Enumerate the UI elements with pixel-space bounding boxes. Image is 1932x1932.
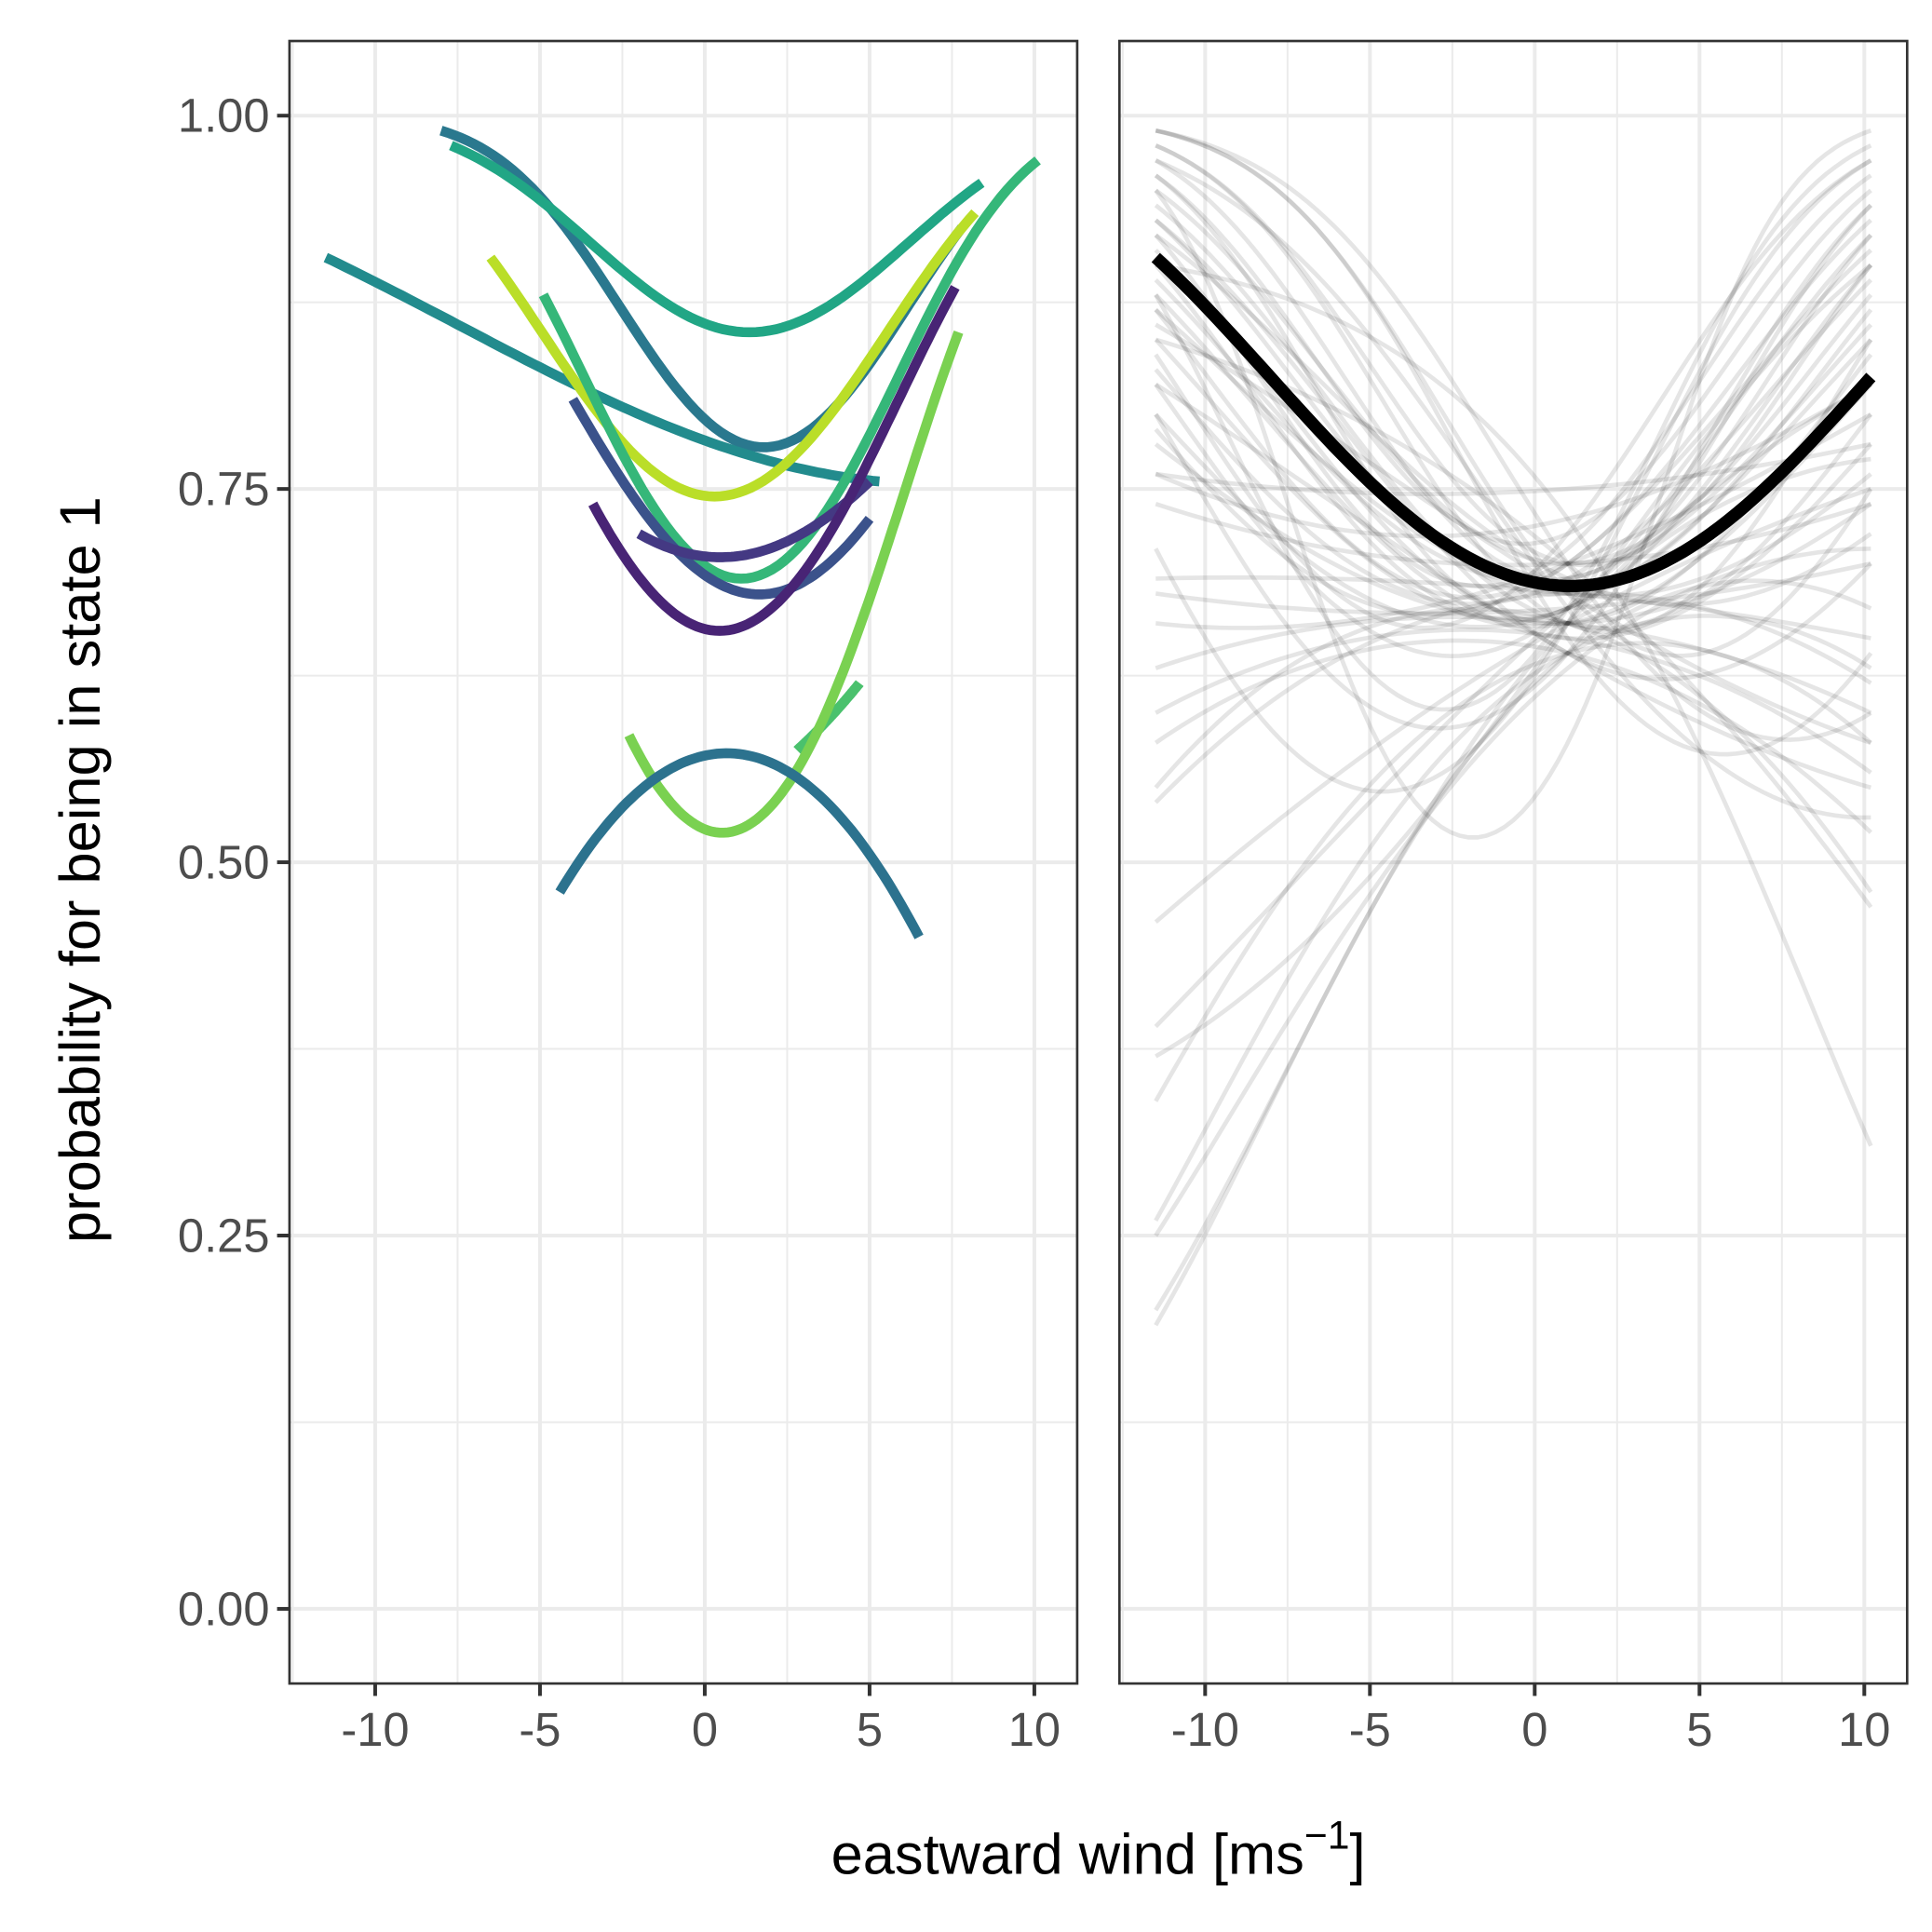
sample-line-0	[1155, 128, 1872, 742]
sample-line-41	[1155, 263, 1873, 1147]
sample-line-5	[1154, 188, 1873, 566]
sample-line-29	[1154, 638, 1872, 834]
sample-line-35	[1154, 641, 1872, 1102]
sample-line-13	[1155, 322, 1872, 746]
series-line-7	[588, 285, 960, 636]
panel-border	[288, 39, 1079, 1685]
sample-line-39	[1154, 578, 1872, 1327]
panel-border	[1117, 39, 1909, 1685]
plot-area	[323, 126, 1041, 939]
series-line-5	[568, 397, 874, 600]
sample-line-45	[1154, 233, 1872, 607]
sample-line-54	[1154, 233, 1873, 659]
sample-line-9	[1154, 263, 1873, 623]
series-line-4	[538, 156, 1041, 584]
panel-left: -10 -5 0 5 10 0.00 0.25 0.50 0.75 1.00	[178, 39, 1079, 1756]
x-tick-label: -10	[341, 1703, 409, 1756]
x-axis-title: eastward wind [ms−1]	[831, 1814, 1366, 1887]
sample-line-14	[1154, 338, 1873, 629]
sample-line-1	[1155, 128, 1873, 658]
y-tick-label: 0.00	[178, 1582, 270, 1635]
x-axis-title-close: ]	[1350, 1822, 1366, 1886]
sample-line-40	[1154, 128, 1872, 840]
sample-line-43	[1155, 158, 1871, 820]
sample-line-17	[1155, 382, 1872, 790]
sample-line-50	[1155, 143, 1873, 568]
sample-line-23	[1155, 502, 1872, 568]
sample-line-47	[1154, 143, 1872, 712]
sample-line-38	[1154, 456, 1871, 1312]
sample-line-7	[1154, 218, 1873, 682]
sample-line-33	[1154, 382, 1872, 1029]
sample-line-34	[1155, 263, 1872, 1059]
sample-line-32	[1154, 486, 1872, 925]
y-tick-label: 0.75	[178, 462, 270, 515]
sample-line-2	[1155, 143, 1873, 635]
series-line-1	[449, 141, 985, 338]
sample-line-12	[1154, 218, 1872, 601]
sample-line-44	[1155, 128, 1873, 757]
x-tick-label: -5	[519, 1703, 561, 1756]
sample-line-51	[1154, 173, 1873, 619]
y-axis-title: probability for being in state 1	[48, 496, 113, 1243]
sample-line-18	[1154, 338, 1873, 629]
x-tick-label: 10	[1008, 1703, 1061, 1756]
sample-line-4	[1154, 173, 1872, 547]
sample-line-27	[1155, 615, 1872, 715]
sample-line-22	[1155, 382, 1872, 539]
plot-area	[1151, 128, 1876, 1327]
series-line-10	[555, 748, 924, 939]
series-line-6	[636, 478, 873, 562]
sample-line-37	[1154, 546, 1871, 1237]
sample-line-15	[1154, 158, 1872, 630]
x-tick-label: -5	[1349, 1703, 1391, 1756]
x-tick-label: 0	[692, 1703, 718, 1756]
sample-line-19	[1154, 248, 1872, 617]
mean-line	[1151, 252, 1876, 593]
series-line-3	[486, 209, 980, 502]
sample-line-30	[1154, 606, 1873, 894]
y-tick-label: 1.00	[178, 89, 270, 142]
sample-line-3	[1155, 158, 1873, 582]
x-tick-label: -10	[1171, 1703, 1239, 1756]
sample-line-6	[1154, 203, 1873, 631]
sample-line-49	[1154, 158, 1872, 794]
sample-line-16	[1154, 278, 1873, 606]
y-tick-label: 0.50	[178, 835, 270, 888]
sample-line-46	[1154, 203, 1872, 731]
x-axis-title-main: eastward wind [ms	[831, 1822, 1304, 1886]
sample-line-21	[1155, 441, 1871, 496]
x-tick-label: 5	[857, 1703, 883, 1756]
sample-line-48	[1154, 218, 1873, 597]
x-tick-label: 0	[1521, 1703, 1547, 1756]
x-tick-label: 10	[1838, 1703, 1890, 1756]
panel-right: -10 -5 0 5 10	[1117, 39, 1909, 1756]
sample-line-28	[1155, 628, 1872, 775]
sample-line-24	[1155, 574, 1871, 641]
x-tick-label: 5	[1686, 1703, 1712, 1756]
sample-line-36	[1154, 614, 1872, 1223]
y-tick-label: 0.25	[178, 1209, 270, 1262]
sample-line-25	[1155, 561, 1871, 615]
sample-line-20	[1154, 442, 1872, 627]
sample-line-11	[1154, 293, 1873, 642]
x-axis-title-superscript: −1	[1304, 1814, 1350, 1858]
sample-line-31	[1154, 590, 1872, 804]
